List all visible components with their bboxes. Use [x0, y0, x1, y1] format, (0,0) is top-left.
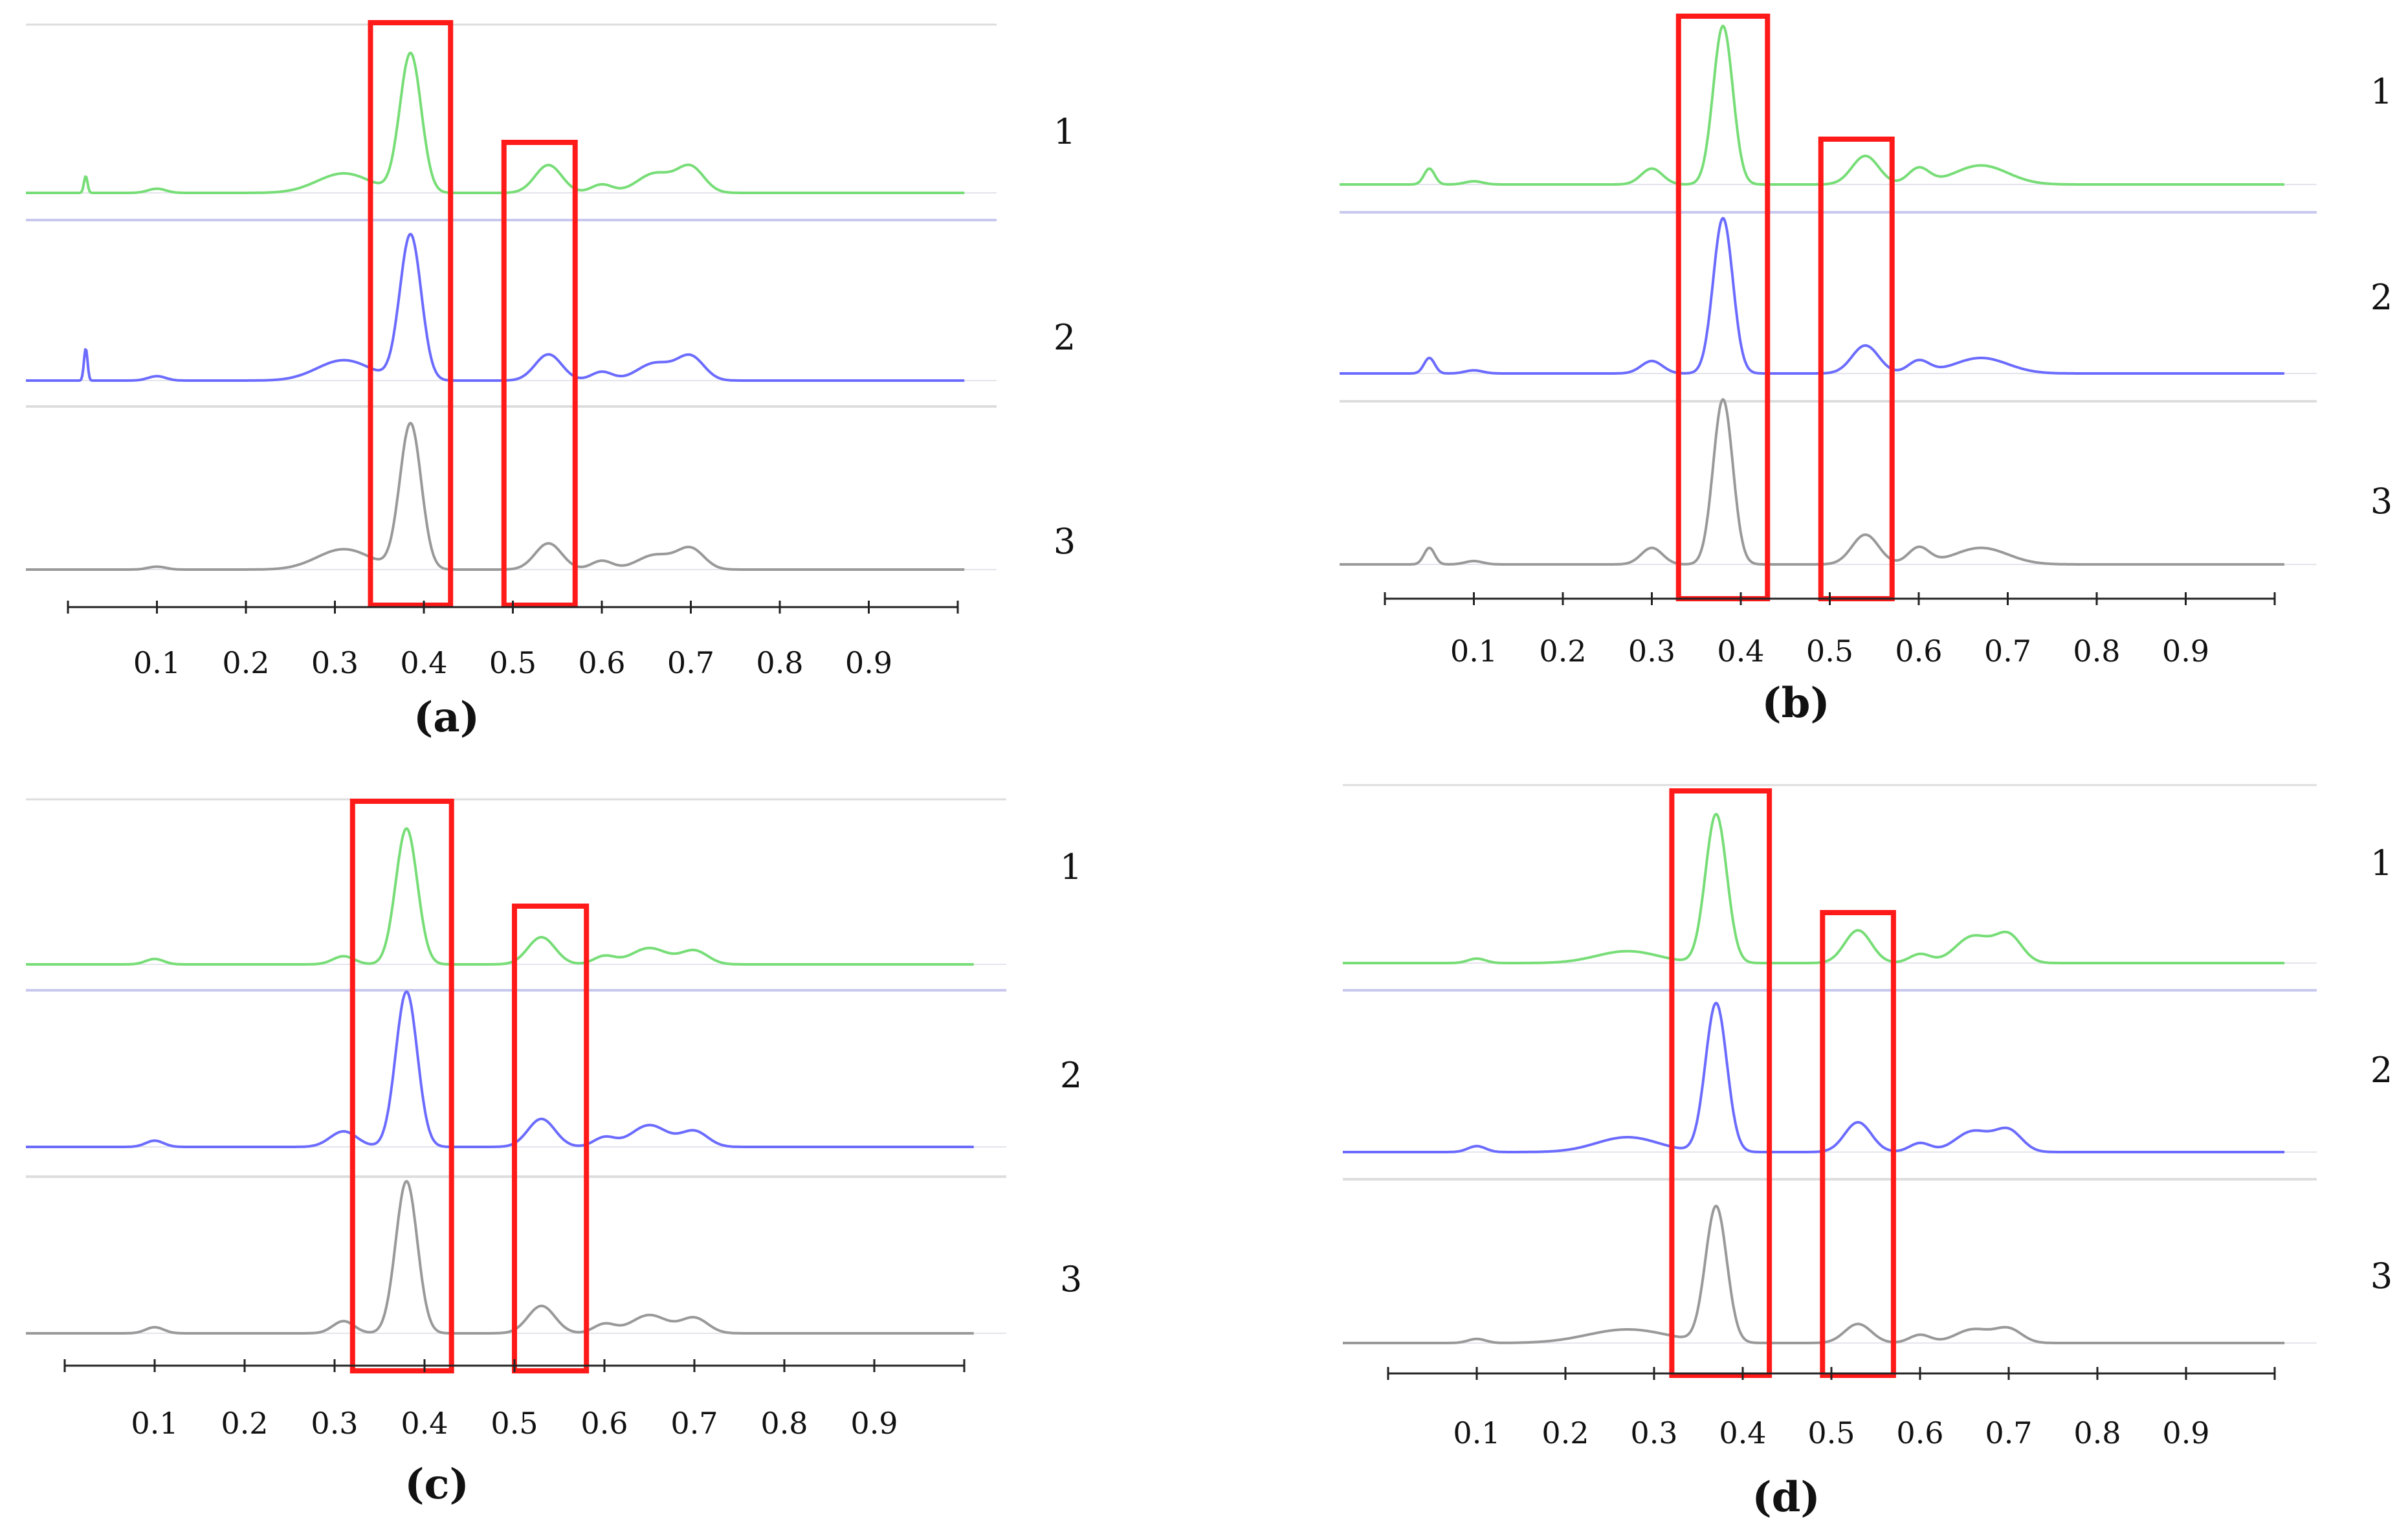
track-label-3: 3	[1060, 1259, 1082, 1300]
trace-2	[1342, 1001, 2285, 1153]
x-tick-label: 0.2	[1539, 634, 1586, 669]
x-tick-label: 0.4	[400, 645, 447, 680]
x-tick-label: 0.4	[1719, 1415, 1766, 1450]
track-label-2: 2	[2370, 277, 2392, 318]
x-tick-label: 0.6	[578, 645, 625, 680]
x-tick-label: 0.7	[667, 645, 714, 680]
x-tick-label: 0.5	[1806, 634, 1853, 669]
x-tick-label: 0.6	[580, 1406, 628, 1441]
x-tick-label: 0.6	[1895, 634, 1942, 669]
panel-a: 1 2 3 0.1 0.2 0.3 0.4 0.5 0.6 0.7 0.8 0.9 (a)	[25, 20, 1076, 742]
x-tick-label: 0.9	[845, 645, 892, 680]
trace-2	[25, 990, 975, 1148]
panel-caption: (a)	[414, 693, 480, 742]
highlight-box-1	[1675, 14, 1771, 601]
x-tick-label: 0.3	[311, 645, 359, 680]
trace-3	[25, 1180, 975, 1335]
trace-2	[25, 232, 965, 382]
trace-1	[25, 827, 975, 966]
x-tick-label: 0.3	[311, 1406, 358, 1441]
x-tick-label: 0.2	[221, 1406, 268, 1441]
x-tick-label: 0.5	[489, 645, 536, 680]
highlight-box-1	[349, 799, 454, 1373]
track-label-1: 1	[2370, 843, 2392, 883]
panel-b: 1 2 3 0.1 0.2 0.3 0.4 0.5 0.6 0.7 0.8 0.9 (b)	[1339, 14, 2392, 727]
x-tick-label: 0.4	[1717, 634, 1764, 669]
x-tick-label: 0.7	[670, 1406, 718, 1441]
highlight-box-1	[368, 20, 454, 608]
x-tick-label: 0.9	[2162, 1415, 2209, 1450]
x-tick-label: 0.8	[756, 645, 803, 680]
track-label-2: 2	[2370, 1050, 2392, 1091]
x-tick-label: 0.1	[1450, 634, 1497, 669]
trace-2	[1339, 217, 2285, 375]
panel-d: 1 2 3 0.1 0.2 0.3 0.4 0.5 0.6 0.7 0.8 0.9 (d)	[1342, 784, 2392, 1522]
trace-3	[1339, 398, 2285, 566]
x-tick-label: 0.9	[850, 1406, 898, 1441]
x-tick-label: 0.5	[491, 1406, 538, 1441]
track-label-2: 2	[1060, 1055, 1082, 1096]
x-tick-label: 0.9	[2162, 634, 2209, 669]
x-tick-label: 0.3	[1628, 634, 1675, 669]
x-tick-label: 0.6	[1896, 1415, 1943, 1450]
x-tick-label: 0.7	[1985, 1415, 2032, 1450]
x-tick-label: 0.1	[1453, 1415, 1500, 1450]
highlight-box-2	[1818, 137, 1895, 601]
track-label-1: 1	[1060, 847, 1082, 887]
track-label-1: 1	[1054, 111, 1076, 152]
trace-1	[1339, 25, 2285, 186]
track-label-2: 2	[1054, 317, 1076, 358]
x-tick-label: 0.2	[1541, 1415, 1589, 1450]
highlight-box-2	[1820, 910, 1896, 1378]
x-tick-label: 0.3	[1630, 1415, 1677, 1450]
panel-c: 1 2 3 0.1 0.2 0.3 0.4 0.5 0.6 0.7 0.8 0.9 (c)	[25, 798, 1082, 1509]
track-label-3: 3	[1054, 521, 1076, 562]
x-tick-label: 0.8	[2073, 1415, 2121, 1450]
x-tick-label: 0.8	[760, 1406, 808, 1441]
x-tick-label: 0.8	[2073, 634, 2120, 669]
trace-1	[1342, 812, 2285, 964]
highlight-box-2	[501, 140, 578, 608]
track-label-3: 3	[2370, 481, 2392, 522]
panel-caption: (d)	[1752, 1473, 1820, 1522]
x-tick-label: 0.1	[133, 645, 181, 680]
x-tick-label: 0.2	[222, 645, 269, 680]
x-tick-label: 0.7	[1984, 634, 2031, 669]
panel-caption: (b)	[1762, 679, 1829, 727]
track-label-1: 1	[2370, 71, 2392, 112]
highlight-box-1	[1669, 788, 1773, 1378]
highlight-box-2	[512, 904, 590, 1373]
trace-3	[25, 421, 965, 571]
x-tick-label: 0.5	[1807, 1415, 1855, 1450]
track-label-3: 3	[2370, 1256, 2392, 1296]
x-tick-label: 0.4	[401, 1406, 448, 1441]
trace-1	[25, 51, 965, 194]
panel-caption: (c)	[404, 1460, 469, 1509]
x-tick-label: 0.1	[131, 1406, 178, 1441]
trace-3	[1342, 1205, 2285, 1344]
